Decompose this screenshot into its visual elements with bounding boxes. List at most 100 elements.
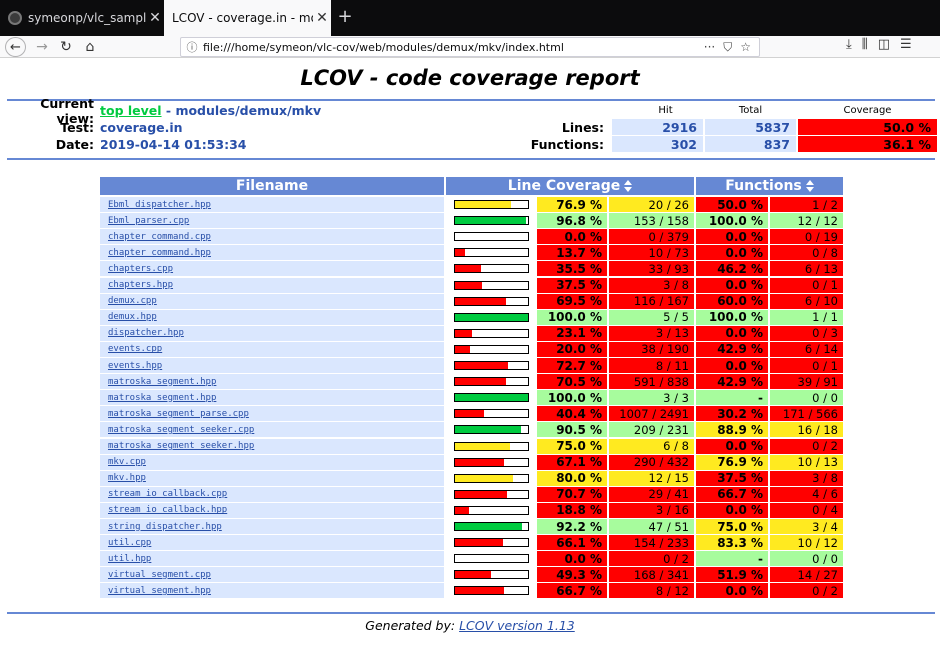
tab-lcov[interactable]: LCOV - coverage.in - module ✕ bbox=[164, 0, 331, 36]
file-link[interactable]: Ebml_dispatcher.hpp bbox=[108, 199, 211, 210]
coverage-bar-cell bbox=[446, 245, 535, 261]
function-hit-total: 0 / 3 bbox=[770, 325, 843, 341]
sidebar-icon[interactable]: ◫ bbox=[877, 37, 891, 52]
file-link[interactable]: events.cpp bbox=[108, 344, 163, 355]
filename-header[interactable]: Filename bbox=[100, 177, 444, 195]
function-hit-total: 0 / 2 bbox=[770, 438, 843, 454]
close-tab-icon[interactable]: ✕ bbox=[316, 10, 328, 26]
coverage-bar-fill bbox=[455, 362, 509, 369]
file-link[interactable]: demux.cpp bbox=[108, 296, 157, 307]
coverage-bar bbox=[454, 441, 529, 451]
file-link[interactable]: chapter_command.hpp bbox=[108, 247, 211, 258]
line-hit-total: 116 / 167 bbox=[609, 293, 694, 309]
pocket-icon[interactable]: ⛉ bbox=[723, 39, 733, 54]
back-button[interactable]: ← bbox=[5, 37, 26, 57]
coverage-bar-fill bbox=[455, 345, 470, 353]
functions-label: Functions: bbox=[530, 136, 604, 152]
coverage-bar-fill bbox=[455, 523, 523, 530]
download-icon[interactable]: ⤓ bbox=[846, 37, 852, 52]
line-hit-total: 0 / 379 bbox=[609, 229, 694, 245]
home-button[interactable]: ⌂ bbox=[85, 39, 95, 55]
coverage-bar-fill bbox=[455, 458, 504, 466]
coverage-bar bbox=[454, 393, 529, 403]
function-hit-total: 0 / 1 bbox=[770, 358, 843, 373]
coverage-bar bbox=[454, 570, 529, 580]
file-link[interactable]: matroska_segment.hpp bbox=[108, 392, 217, 403]
file-link[interactable]: events.hpp bbox=[108, 360, 163, 371]
new-tab-button[interactable]: + bbox=[337, 6, 353, 27]
lcov-version-link[interactable]: LCOV version 1.13 bbox=[459, 618, 575, 633]
coverage-bar bbox=[454, 280, 529, 290]
sort-icon[interactable] bbox=[805, 180, 814, 192]
sort-icon[interactable] bbox=[624, 180, 633, 192]
function-coverage-percent: 0.0 % bbox=[696, 358, 768, 373]
coverage-bar-cell bbox=[446, 374, 535, 390]
file-link[interactable]: virtual_segment.cpp bbox=[108, 569, 211, 580]
line-coverage-header[interactable]: Line Coverage bbox=[446, 177, 694, 195]
line-coverage-percent: 49.3 % bbox=[537, 567, 607, 583]
table-row: matroska_segment.hpp 100.0 % 3 / 3-0 / 0 bbox=[100, 390, 843, 406]
filename-cell: stream_io_callback.cpp bbox=[100, 486, 444, 502]
function-hit-total: 39 / 91 bbox=[770, 374, 843, 390]
footer-prefix: Generated by: bbox=[365, 618, 460, 633]
forward-button[interactable]: → bbox=[36, 39, 48, 55]
coverage-bar-cell bbox=[446, 197, 535, 212]
filename-cell: matroska_segment.hpp bbox=[100, 374, 444, 390]
tab-github[interactable]: symeonp/vlc_samples: N ✕ bbox=[0, 0, 164, 36]
menu-icon[interactable]: ☰ bbox=[900, 37, 912, 52]
file-link[interactable]: mkv.cpp bbox=[108, 457, 146, 468]
coverage-bar-cell bbox=[446, 502, 535, 518]
function-hit-total: 0 / 1 bbox=[770, 277, 843, 293]
coverage-bar bbox=[454, 538, 529, 548]
reload-button[interactable]: ↻ bbox=[60, 39, 72, 55]
coverage-bar-fill bbox=[455, 249, 465, 257]
file-link[interactable]: dispatcher.hpp bbox=[108, 328, 184, 339]
file-link[interactable]: string_dispatcher.hpp bbox=[108, 521, 222, 532]
coverage-bar-cell bbox=[446, 325, 535, 341]
line-hit-total: 38 / 190 bbox=[609, 341, 694, 357]
line-coverage-percent: 72.7 % bbox=[537, 358, 607, 373]
file-link[interactable]: matroska_segment_seeker.hpp bbox=[108, 441, 255, 451]
file-link[interactable]: stream_io_callback.hpp bbox=[108, 505, 228, 516]
function-coverage-percent: 0.0 % bbox=[696, 277, 768, 293]
coverage-bar-fill bbox=[455, 201, 512, 208]
line-coverage-percent: 0.0 % bbox=[537, 551, 607, 567]
file-link[interactable]: util.hpp bbox=[108, 553, 152, 564]
table-row: Ebml_parser.cpp 96.8 % 153 / 158 100.0 % 12 … bbox=[100, 213, 843, 229]
line-coverage-percent: 13.7 % bbox=[537, 245, 607, 261]
file-link[interactable]: chapters.hpp bbox=[108, 280, 174, 290]
function-coverage-percent: 0.0 % bbox=[696, 583, 768, 599]
coverage-bar bbox=[454, 296, 529, 306]
line-coverage-percent: 18.8 % bbox=[537, 502, 607, 518]
file-link[interactable]: chapter_command.cpp bbox=[108, 231, 211, 242]
file-link[interactable]: stream_io_callback.cpp bbox=[108, 489, 228, 500]
line-coverage-percent: 96.8 % bbox=[537, 213, 607, 229]
file-link[interactable]: demux.hpp bbox=[108, 312, 157, 323]
top-level-link[interactable]: top level bbox=[100, 103, 162, 118]
library-icon[interactable]: ⫼ bbox=[861, 37, 868, 52]
file-link[interactable]: Ebml_parser.cpp bbox=[108, 215, 190, 226]
file-link[interactable]: matroska_segment_seeker.cpp bbox=[108, 424, 255, 435]
line-coverage-percent: 75.0 % bbox=[537, 438, 607, 454]
coverage-bar-fill bbox=[455, 490, 507, 498]
bookmark-star-icon[interactable]: ☆ bbox=[740, 39, 751, 54]
function-hit-total: 171 / 566 bbox=[770, 406, 843, 422]
info-icon[interactable]: ⓘ bbox=[186, 41, 198, 54]
coverage-bar-cell bbox=[446, 261, 535, 277]
file-link[interactable]: util.cpp bbox=[108, 537, 152, 548]
url-text[interactable]: file:///home/symeon/vlc-cov/web/modules/… bbox=[203, 40, 564, 54]
file-link[interactable]: mkv.hpp bbox=[108, 473, 146, 484]
functions-header[interactable]: Functions bbox=[696, 177, 843, 195]
page-actions-icon[interactable]: ··· bbox=[703, 39, 716, 54]
table-row: Ebml_dispatcher.hpp 76.9 % 20 / 26 50.0 % 1 … bbox=[100, 197, 843, 213]
footer: Generated by: LCOV version 1.13 bbox=[0, 618, 940, 633]
file-link[interactable]: matroska_segment.hpp bbox=[108, 376, 217, 387]
line-coverage-percent: 80.0 % bbox=[537, 470, 607, 486]
close-tab-icon[interactable]: ✕ bbox=[149, 10, 161, 26]
file-link[interactable]: virtual_segment.hpp bbox=[108, 585, 211, 596]
url-bar[interactable]: ⓘ file:///home/symeon/vlc-cov/web/module… bbox=[180, 37, 760, 57]
line-hit-total: 3 / 13 bbox=[609, 325, 694, 341]
filename-cell: matroska_segment_parse.cpp bbox=[100, 406, 444, 422]
file-link[interactable]: chapters.cpp bbox=[108, 263, 174, 274]
file-link[interactable]: matroska_segment_parse.cpp bbox=[108, 408, 249, 419]
